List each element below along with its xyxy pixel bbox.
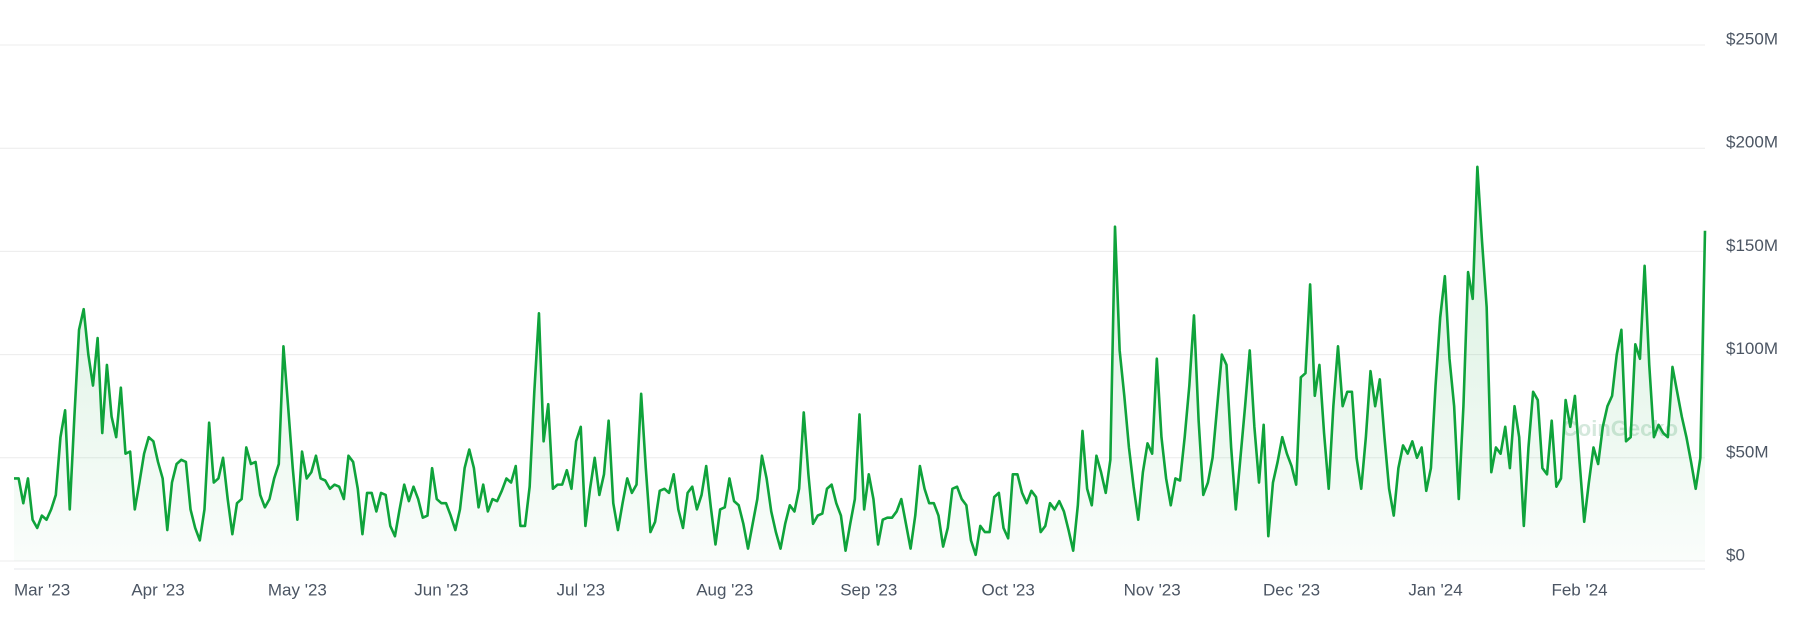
y-tick-label: $200M [1726, 133, 1778, 152]
line [14, 165, 1707, 557]
area [14, 166, 1705, 561]
x-tick-label: Feb '24 [1551, 580, 1607, 599]
x-tick-label: Aug '23 [696, 580, 753, 599]
x-tick-label: Apr '23 [131, 580, 184, 599]
x-tick-label: Jun '23 [414, 580, 468, 599]
y-tick-label: $50M [1726, 442, 1769, 461]
y-tick-label: $250M [1726, 29, 1778, 48]
x-tick-label: Jul '23 [556, 580, 605, 599]
y-tick-label: $100M [1726, 339, 1778, 358]
y-tick-label: $150M [1726, 236, 1778, 255]
x-tick-label: May '23 [268, 580, 327, 599]
y-tick-label: $0 [1726, 545, 1745, 564]
x-tick-label: Jan '24 [1408, 580, 1462, 599]
x-tick-label: Dec '23 [1263, 580, 1320, 599]
x-tick-label: Sep '23 [840, 580, 897, 599]
x-tick-label: Nov '23 [1124, 580, 1181, 599]
x-tick-label: Mar '23 [14, 580, 70, 599]
x-tick-label: Oct '23 [981, 580, 1034, 599]
